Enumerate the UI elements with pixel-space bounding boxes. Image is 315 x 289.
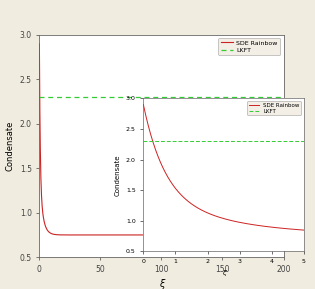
SDE Rainbow <box>215 233 219 237</box>
Legend: SDE Rainbow, LKFT: SDE Rainbow, LKFT <box>218 38 280 55</box>
SDE Rainbow <box>156 233 160 237</box>
SDE Rainbow <box>38 90 42 93</box>
SDE Rainbow <box>270 225 273 229</box>
SDE Rainbow <box>111 233 115 237</box>
SDE Rainbow <box>252 223 255 227</box>
SDE Rainbow <box>302 228 306 232</box>
SDE Rainbow <box>141 103 145 106</box>
SDE Rainbow <box>220 233 224 237</box>
SDE Rainbow <box>100 233 104 237</box>
Legend: SDE Rainbow, LKFT: SDE Rainbow, LKFT <box>247 101 301 116</box>
LKFT <box>141 139 145 143</box>
LKFT <box>174 139 177 143</box>
SDE Rainbow <box>206 212 210 215</box>
Line: SDE Rainbow: SDE Rainbow <box>143 105 304 230</box>
LKFT <box>39 95 43 99</box>
Line: SDE Rainbow: SDE Rainbow <box>39 44 284 235</box>
Y-axis label: Condensate: Condensate <box>5 121 14 171</box>
SDE Rainbow <box>186 233 190 237</box>
X-axis label: ξ: ξ <box>222 270 226 276</box>
SDE Rainbow <box>212 214 216 217</box>
SDE Rainbow <box>282 233 285 237</box>
SDE Rainbow <box>158 159 162 162</box>
X-axis label: ξ: ξ <box>159 279 164 289</box>
LKFT <box>37 95 41 99</box>
Y-axis label: Condensate: Condensate <box>114 154 120 196</box>
SDE Rainbow <box>267 225 271 229</box>
SDE Rainbow <box>37 42 41 46</box>
